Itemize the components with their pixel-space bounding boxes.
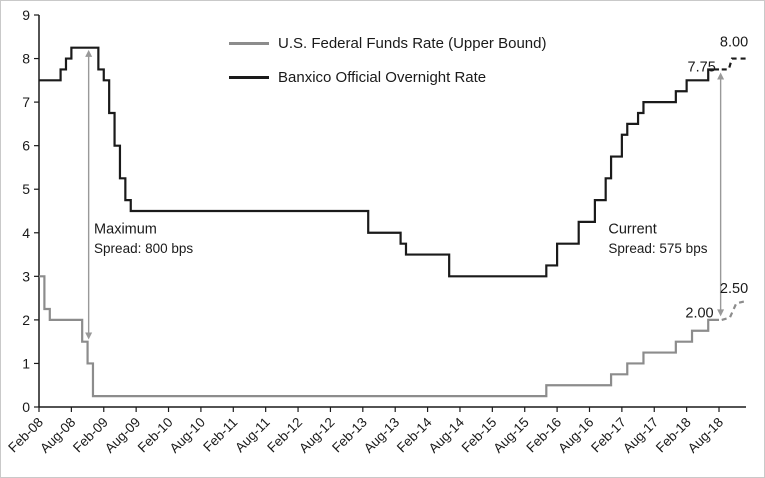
x-tick-label: Aug-11 — [232, 415, 273, 456]
x-tick-label: Aug-15 — [490, 415, 531, 456]
y-tick-label: 2 — [22, 312, 30, 328]
legend-item-banxico: Banxico Official Overnight Rate — [229, 67, 546, 88]
banxico-legend-label: Banxico Official Overnight Rate — [278, 69, 487, 86]
annotation-text-3: Spread: 575 bps — [608, 241, 707, 256]
y-tick-label: 3 — [22, 268, 30, 284]
annotation-text-0: Maximum — [94, 222, 157, 238]
value-label-3: 2.50 — [720, 281, 748, 297]
series-line-1 — [39, 46, 720, 278]
series-line-0 — [39, 275, 720, 398]
annotation-text-2: Current — [608, 222, 656, 238]
x-tick-label: Aug-09 — [102, 415, 143, 456]
legend: U.S. Federal Funds Rate (Upper Bound) Ba… — [229, 33, 546, 88]
spread-arrowhead-down-1 — [717, 309, 725, 317]
annotation-text-1: Spread: 800 bps — [94, 241, 193, 256]
y-tick-label: 6 — [22, 138, 30, 154]
y-tick-label: 1 — [22, 355, 30, 371]
x-tick-label: Aug-08 — [37, 415, 78, 456]
banxico-line-sample-icon — [229, 76, 269, 79]
value-label-0: 7.75 — [688, 60, 716, 76]
y-tick-label: 0 — [22, 399, 30, 415]
x-tick-label: Aug-16 — [555, 415, 596, 456]
value-label-2: 2.00 — [685, 306, 713, 322]
projection-line-1 — [721, 300, 745, 321]
y-tick-label: 5 — [22, 181, 30, 197]
y-tick-label: 9 — [22, 7, 30, 23]
fed-funds-line-sample-icon — [229, 42, 269, 45]
y-tick-label: 7 — [22, 94, 30, 110]
fed-funds-legend-label: U.S. Federal Funds Rate (Upper Bound) — [278, 35, 547, 52]
value-label-1: 8.00 — [720, 34, 748, 50]
projection-line-0 — [721, 57, 746, 71]
x-tick-label: Aug-10 — [167, 415, 208, 456]
spread-arrowhead-up-1 — [717, 72, 725, 80]
spread-arrowhead-up-0 — [85, 49, 93, 57]
x-tick-label: Aug-17 — [620, 415, 661, 456]
y-tick-label: 4 — [22, 225, 30, 241]
spread-arrowhead-down-0 — [85, 332, 93, 340]
x-tick-label: Feb-11 — [200, 415, 240, 455]
x-tick-label: Aug-14 — [426, 414, 468, 456]
x-tick-label: Aug-13 — [361, 415, 402, 456]
y-tick-label: 8 — [22, 51, 30, 67]
legend-item-fed-funds: U.S. Federal Funds Rate (Upper Bound) — [229, 33, 546, 54]
x-tick-label: Aug-18 — [685, 415, 726, 456]
x-tick-label: Aug-12 — [296, 415, 337, 456]
